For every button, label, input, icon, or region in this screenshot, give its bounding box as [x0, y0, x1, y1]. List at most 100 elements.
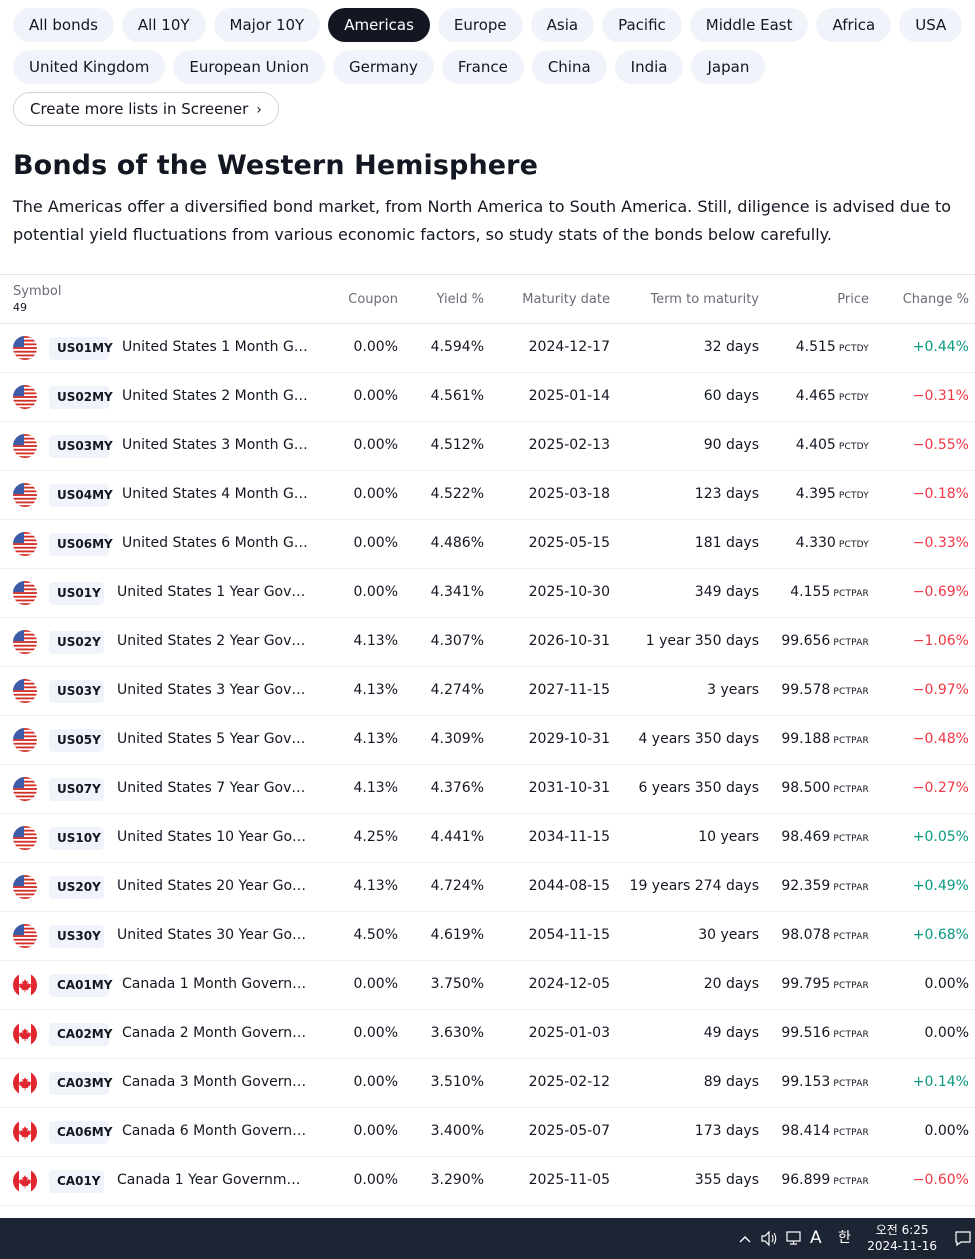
- table-row[interactable]: US30Y United States 30 Year Gover… 4.50% 4.…: [0, 912, 975, 961]
- table-row[interactable]: US02Y United States 2 Year Govern… 4.13% 4.…: [0, 618, 975, 667]
- ticker-badge[interactable]: CA06MY: [49, 1121, 112, 1144]
- speaker-icon[interactable]: [760, 1218, 778, 1259]
- table-row[interactable]: US06MY United States 6 Month Gove… 0.00% 4.…: [0, 520, 975, 569]
- filter-chip-europe[interactable]: Europe: [437, 8, 523, 42]
- table-row[interactable]: US01Y United States 1 Year Govern… 0.00% 4.…: [0, 569, 975, 618]
- ticker-badge[interactable]: US01MY: [49, 337, 113, 360]
- header-yield[interactable]: Yield %: [436, 292, 484, 307]
- price-value: 4.395: [795, 486, 836, 502]
- bond-name-link[interactable]: Canada 3 Month Governmen…: [122, 1074, 312, 1090]
- ticker-badge[interactable]: CA01Y: [49, 1170, 104, 1193]
- price-unit: PCTDY: [838, 442, 869, 452]
- bond-name-link[interactable]: United States 30 Year Gover…: [117, 927, 307, 943]
- us-flag-icon: [13, 728, 37, 752]
- ticker-badge[interactable]: US07Y: [49, 778, 104, 801]
- table-row[interactable]: CA03MY Canada 3 Month Governmen… 0.00% 3.51…: [0, 1059, 975, 1108]
- bond-name-link[interactable]: United States 7 Year Govern…: [117, 780, 307, 796]
- filter-chip-china[interactable]: China: [531, 50, 607, 84]
- filter-chip-major-10y[interactable]: Major 10Y: [213, 8, 321, 42]
- taskbar-clock[interactable]: 오전 6:25 2024-11-16: [867, 1222, 937, 1254]
- header-change[interactable]: Change %: [902, 292, 969, 307]
- table-row[interactable]: CA01Y Canada 1 Year Government … 0.00% 3.29…: [0, 1157, 975, 1206]
- table-row[interactable]: US01MY United States 1 Month Gove… 0.00% 4.…: [0, 324, 975, 373]
- notification-icon[interactable]: [954, 1218, 972, 1259]
- ticker-badge[interactable]: US02MY: [49, 386, 113, 409]
- header-symbol[interactable]: Symbol: [13, 284, 62, 299]
- header-price[interactable]: Price: [837, 292, 869, 307]
- maturity-cell: 2025-01-03: [528, 1025, 610, 1041]
- table-row[interactable]: US03Y United States 3 Year Govern… 4.13% 4.…: [0, 667, 975, 716]
- table-row[interactable]: US05Y United States 5 Year Govern… 4.13% 4.…: [0, 716, 975, 765]
- table-row[interactable]: US07Y United States 7 Year Govern… 4.13% 4.…: [0, 765, 975, 814]
- yield-cell: 4.341%: [430, 584, 484, 600]
- filter-chip-india[interactable]: India: [614, 50, 684, 84]
- price-cell: 4.465 PCTDY: [796, 388, 869, 404]
- bond-name-link[interactable]: United States 20 Year Gover…: [117, 878, 307, 894]
- table-row[interactable]: CA02MY Canada 2 Month Governmen… 0.00% 3.63…: [0, 1010, 975, 1059]
- ticker-badge[interactable]: US10Y: [49, 827, 104, 850]
- change-cell: −0.31%: [912, 388, 969, 404]
- bond-name-link[interactable]: United States 1 Year Govern…: [117, 584, 307, 600]
- bond-name-link[interactable]: Canada 1 Month Governmen…: [122, 976, 312, 992]
- header-term[interactable]: Term to maturity: [650, 292, 759, 307]
- filter-chip-usa[interactable]: USA: [899, 8, 963, 42]
- bond-name-link[interactable]: United States 3 Month Gove…: [122, 437, 312, 453]
- filter-chip-germany[interactable]: Germany: [332, 50, 434, 84]
- bond-name-link[interactable]: United States 6 Month Gove…: [122, 535, 312, 551]
- table-row[interactable]: US20Y United States 20 Year Gover… 4.13% 4.…: [0, 863, 975, 912]
- header-maturity[interactable]: Maturity date: [522, 292, 610, 307]
- price-value: 4.405: [795, 437, 836, 453]
- filter-chip-pacific[interactable]: Pacific: [602, 8, 682, 42]
- ime-mode-indicator[interactable]: A: [810, 1228, 822, 1248]
- bond-name-link[interactable]: United States 3 Year Govern…: [117, 682, 307, 698]
- bond-name-link[interactable]: United States 4 Month Gove…: [122, 486, 312, 502]
- ime-korean-indicator[interactable]: 한: [838, 1230, 851, 1246]
- ticker-badge[interactable]: US03MY: [49, 435, 113, 458]
- table-row[interactable]: US10Y United States 10 Year Gover… 4.25% 4.…: [0, 814, 975, 863]
- bond-name-link[interactable]: Canada 2 Month Governmen…: [122, 1025, 312, 1041]
- filter-chip-all-10y[interactable]: All 10Y: [121, 8, 206, 42]
- ticker-badge[interactable]: US03Y: [49, 680, 104, 703]
- ticker-badge[interactable]: US01Y: [49, 582, 104, 605]
- filter-chip-all-bonds[interactable]: All bonds: [13, 8, 114, 42]
- table-row[interactable]: CA01MY Canada 1 Month Governmen… 0.00% 3.75…: [0, 961, 975, 1010]
- filter-chip-asia[interactable]: Asia: [530, 8, 595, 42]
- bond-name-link[interactable]: United States 2 Year Govern…: [117, 633, 307, 649]
- bond-name-link[interactable]: Canada 6 Month Governmen…: [122, 1123, 312, 1139]
- ticker-badge[interactable]: US06MY: [49, 533, 113, 556]
- bond-name-link[interactable]: United States 5 Year Govern…: [117, 731, 307, 747]
- ticker-badge[interactable]: US30Y: [49, 925, 104, 948]
- ticker-badge[interactable]: CA03MY: [49, 1072, 112, 1095]
- table-row[interactable]: CA06MY Canada 6 Month Governmen… 0.00% 3.40…: [0, 1108, 975, 1157]
- filter-chip-japan[interactable]: Japan: [691, 50, 766, 84]
- header-coupon[interactable]: Coupon: [348, 292, 398, 307]
- term-cell: 349 days: [694, 584, 759, 600]
- chevron-up-icon[interactable]: [738, 1218, 752, 1259]
- ticker-badge[interactable]: US02Y: [49, 631, 104, 654]
- ticker-badge[interactable]: US04MY: [49, 484, 113, 507]
- coupon-cell: 4.13%: [353, 878, 398, 894]
- yield-cell: 4.309%: [430, 731, 484, 747]
- table-row[interactable]: US03MY United States 3 Month Gove… 0.00% 4.…: [0, 422, 975, 471]
- ticker-badge[interactable]: CA02MY: [49, 1023, 112, 1046]
- ticker-badge[interactable]: US20Y: [49, 876, 104, 899]
- table-row[interactable]: US04MY United States 4 Month Gove… 0.00% 4.…: [0, 471, 975, 520]
- filter-chip-united-kingdom[interactable]: United Kingdom: [13, 50, 166, 84]
- filter-chip-americas[interactable]: Americas: [328, 8, 430, 42]
- price-cell: 99.578 PCTPAR: [781, 682, 869, 698]
- filter-chip-france[interactable]: France: [441, 50, 524, 84]
- bond-name-link[interactable]: Canada 1 Year Government …: [117, 1172, 307, 1188]
- filter-chip-middle-east[interactable]: Middle East: [689, 8, 809, 42]
- term-cell: 355 days: [694, 1172, 759, 1188]
- bond-name-link[interactable]: United States 1 Month Gove…: [122, 339, 312, 355]
- network-icon[interactable]: [785, 1218, 803, 1259]
- ticker-badge[interactable]: US05Y: [49, 729, 104, 752]
- filter-chip-africa[interactable]: Africa: [816, 8, 892, 42]
- screener-link-button[interactable]: Create more lists in Screener ›: [13, 92, 279, 126]
- section-description: The Americas offer a diversified bond ma…: [13, 197, 952, 244]
- bond-name-link[interactable]: United States 10 Year Gover…: [117, 829, 307, 845]
- filter-chip-european-union[interactable]: European Union: [173, 50, 325, 84]
- bond-name-link[interactable]: United States 2 Month Gove…: [122, 388, 312, 404]
- ticker-badge[interactable]: CA01MY: [49, 974, 112, 997]
- table-row[interactable]: US02MY United States 2 Month Gove… 0.00% 4.…: [0, 373, 975, 422]
